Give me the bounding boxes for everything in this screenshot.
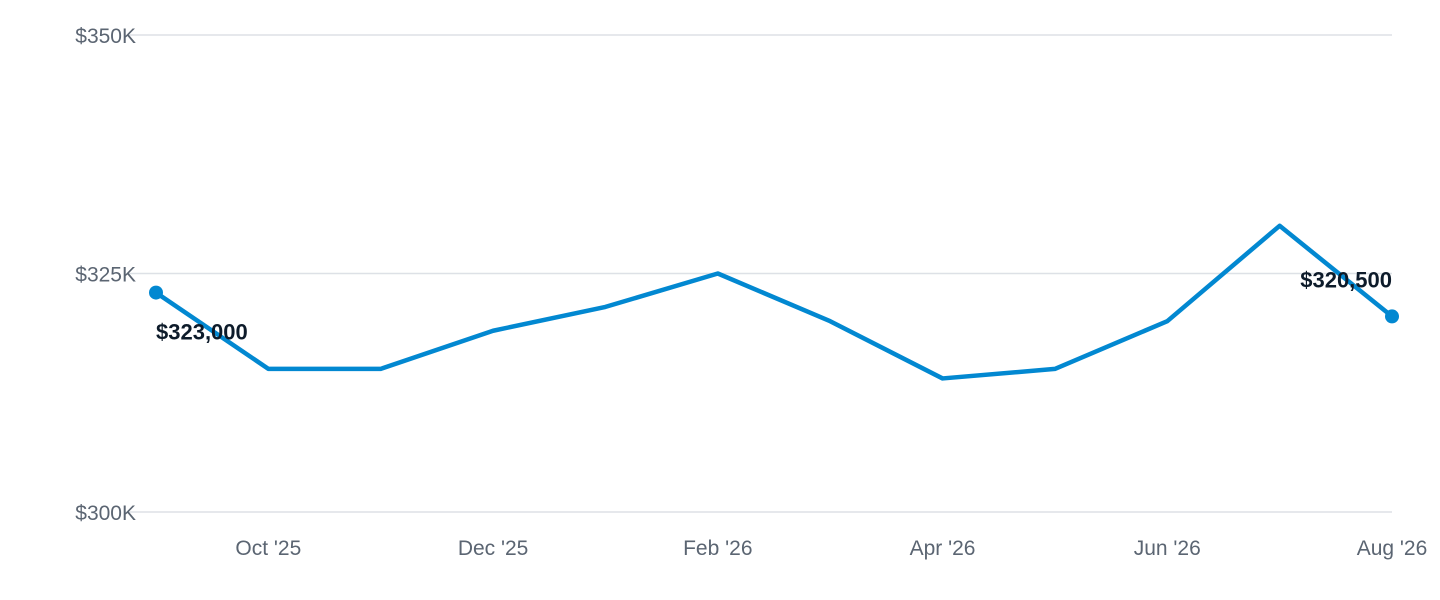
series-line-0 — [153, 223, 1395, 381]
y-axis-ticks: $350K $325K $300K — [75, 25, 136, 525]
x-tick-label: Feb '26 — [683, 537, 752, 560]
x-tick-label: Apr '26 — [910, 537, 976, 560]
x-tick-label: Jun '26 — [1134, 537, 1201, 560]
y-tick-label: $350K — [75, 25, 136, 48]
data-point-marker — [1385, 309, 1399, 324]
data-labels: $323,000 $320,500 — [149, 267, 1399, 345]
data-label: $323,000 — [156, 320, 248, 345]
x-tick-label: Aug '26 — [1357, 537, 1428, 560]
x-axis-ticks: Oct '25 Dec '25 Feb '26 Apr '26 Jun '26 Aug '… — [235, 537, 1427, 560]
y-tick-label: $325K — [75, 264, 136, 287]
grid-layer — [128, 34, 1392, 513]
data-label: $320,500 — [1300, 267, 1392, 292]
y-tick-label: $300K — [75, 502, 136, 525]
x-tick-label: Oct '25 — [235, 537, 301, 560]
data-point-marker — [149, 285, 163, 300]
x-tick-label: Dec '25 — [458, 537, 529, 560]
series-layer — [153, 223, 1395, 381]
